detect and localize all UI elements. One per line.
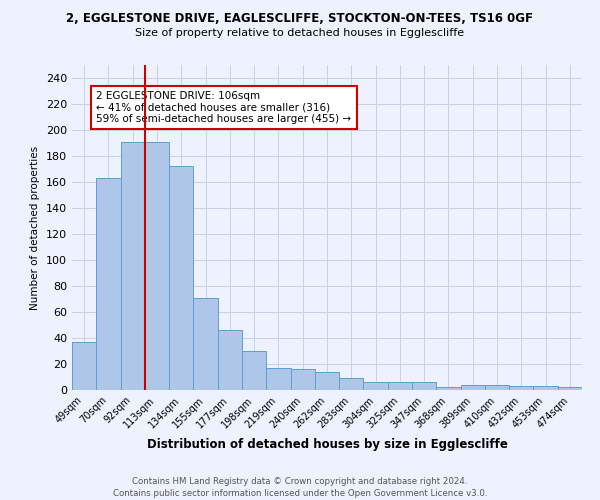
Bar — [461, 385, 485, 390]
Text: Size of property relative to detached houses in Egglescliffe: Size of property relative to detached ho… — [136, 28, 464, 38]
X-axis label: Distribution of detached houses by size in Egglescliffe: Distribution of detached houses by size … — [146, 438, 508, 451]
Bar — [315, 372, 339, 390]
Bar — [485, 385, 509, 390]
Text: Contains HM Land Registry data © Crown copyright and database right 2024.: Contains HM Land Registry data © Crown c… — [132, 478, 468, 486]
Text: 2 EGGLESTONE DRIVE: 106sqm
← 41% of detached houses are smaller (316)
59% of sem: 2 EGGLESTONE DRIVE: 106sqm ← 41% of deta… — [96, 91, 352, 124]
Bar — [218, 330, 242, 390]
Bar — [364, 382, 388, 390]
Text: 2, EGGLESTONE DRIVE, EAGLESCLIFFE, STOCKTON-ON-TEES, TS16 0GF: 2, EGGLESTONE DRIVE, EAGLESCLIFFE, STOCK… — [67, 12, 533, 26]
Bar — [266, 368, 290, 390]
Bar — [242, 351, 266, 390]
Y-axis label: Number of detached properties: Number of detached properties — [31, 146, 40, 310]
Bar — [558, 388, 582, 390]
Bar — [72, 342, 96, 390]
Bar — [193, 298, 218, 390]
Bar — [509, 386, 533, 390]
Bar — [121, 142, 145, 390]
Text: Contains public sector information licensed under the Open Government Licence v3: Contains public sector information licen… — [113, 489, 487, 498]
Bar — [533, 386, 558, 390]
Bar — [412, 382, 436, 390]
Bar — [290, 369, 315, 390]
Bar — [169, 166, 193, 390]
Bar — [145, 142, 169, 390]
Bar — [339, 378, 364, 390]
Bar — [436, 388, 461, 390]
Bar — [388, 382, 412, 390]
Bar — [96, 178, 121, 390]
